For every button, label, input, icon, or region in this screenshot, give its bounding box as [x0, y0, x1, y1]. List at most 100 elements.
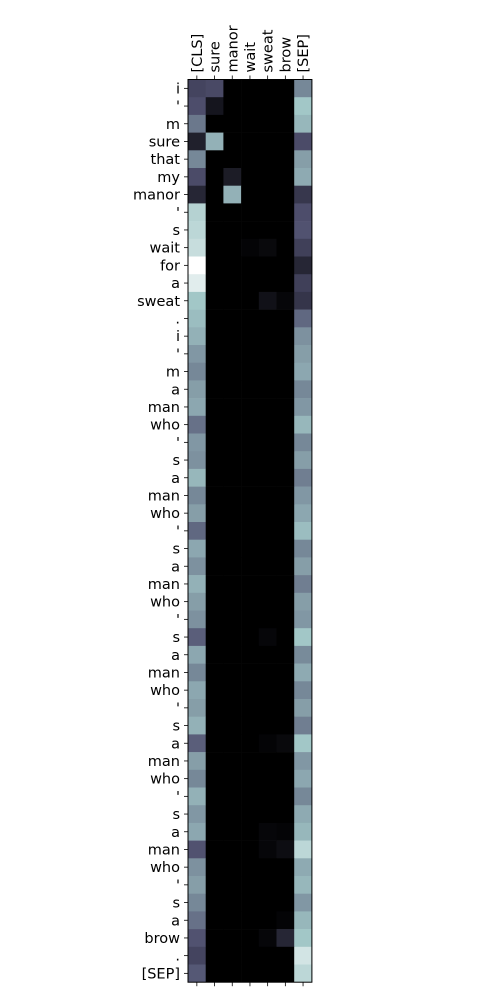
heatmap-cell — [276, 468, 295, 487]
heatmap-cell — [188, 486, 206, 505]
heatmap-cell — [188, 893, 206, 912]
heatmap-cell — [223, 964, 242, 983]
heatmap-cell — [205, 415, 224, 434]
heatmap-cell — [276, 97, 295, 116]
heatmap-cell — [294, 610, 313, 629]
heatmap-cell — [205, 858, 224, 877]
heatmap-cell — [276, 79, 295, 98]
heatmap-cell — [294, 362, 313, 381]
heatmap-cell — [241, 468, 260, 487]
heatmap-cell — [205, 203, 224, 222]
heatmap-cell — [188, 787, 206, 806]
heatmap-cell — [294, 238, 313, 257]
heatmap-cell — [188, 221, 206, 240]
heatmap-cell — [188, 734, 206, 753]
heatmap-cell — [205, 557, 224, 576]
heatmap-cell — [188, 97, 206, 116]
heatmap-cell — [258, 256, 277, 275]
heatmap-cell — [223, 628, 242, 647]
heatmap-cell — [205, 79, 224, 98]
heatmap-cell — [276, 681, 295, 700]
heatmap-cell — [276, 805, 295, 824]
heatmap-cell — [205, 97, 224, 116]
heatmap-cell — [223, 433, 242, 452]
heatmap-cell — [223, 327, 242, 346]
heatmap-cell — [276, 185, 295, 204]
heatmap-cell — [294, 168, 313, 186]
heatmap-cell — [188, 858, 206, 877]
heatmap-cell — [258, 840, 277, 859]
heatmap-cell — [258, 504, 277, 523]
heatmap-cell — [276, 964, 295, 983]
heatmap-cell — [223, 575, 242, 594]
heatmap-cell — [294, 557, 313, 576]
heatmap-cell — [223, 734, 242, 753]
heatmap-cell — [258, 822, 277, 841]
heatmap-cell — [205, 752, 224, 771]
y-tick-label: who — [150, 595, 180, 611]
y-tick-label: ' — [176, 524, 180, 540]
heatmap-cell — [205, 645, 224, 664]
x-tick-label: sweat — [261, 29, 277, 72]
heatmap-cell — [188, 468, 206, 487]
heatmap-cell — [276, 787, 295, 806]
heatmap-cell — [258, 628, 277, 647]
heatmap-cell — [276, 380, 295, 399]
heatmap-cell — [188, 238, 206, 257]
heatmap-cell — [241, 327, 260, 346]
heatmap-cell — [294, 309, 313, 328]
heatmap-cell — [276, 451, 295, 470]
y-tick-label: s — [172, 630, 180, 646]
heatmap-cell — [276, 628, 295, 647]
heatmap-cell — [294, 203, 313, 222]
heatmap-cell — [276, 592, 295, 611]
y-tick-label: who — [150, 860, 180, 876]
heatmap-cell — [258, 345, 277, 363]
heatmap-cell — [223, 539, 242, 558]
heatmap-cell — [205, 468, 224, 487]
y-tick-label: man — [148, 665, 180, 681]
heatmap-cell — [205, 787, 224, 806]
heatmap-cell — [188, 256, 206, 275]
heatmap-cell — [258, 858, 277, 877]
heatmap-cell — [241, 610, 260, 629]
heatmap-cell — [188, 433, 206, 452]
heatmap-cell — [276, 362, 295, 381]
heatmap-cell — [258, 946, 277, 965]
heatmap-cell — [276, 610, 295, 629]
heatmap-cell — [241, 433, 260, 452]
heatmap-cell — [294, 468, 313, 487]
heatmap-cell — [294, 946, 313, 965]
heatmap-cell — [276, 504, 295, 523]
heatmap-cell — [188, 345, 206, 363]
heatmap-cell — [276, 345, 295, 363]
heatmap-cell — [294, 504, 313, 523]
heatmap-cell — [188, 805, 206, 824]
heatmap-cell — [188, 840, 206, 859]
heatmap-cell — [223, 132, 242, 151]
heatmap-cell — [258, 150, 277, 169]
heatmap-cell — [188, 769, 206, 788]
heatmap-cell — [258, 716, 277, 735]
heatmap-cell — [223, 876, 242, 894]
y-tick-label: who — [150, 683, 180, 699]
heatmap-cell — [294, 805, 313, 824]
heatmap-cell — [258, 911, 277, 930]
heatmap-cell — [276, 274, 295, 293]
heatmap-cell — [241, 256, 260, 275]
heatmap-cell — [188, 380, 206, 399]
heatmap-cell — [294, 876, 313, 894]
heatmap-cell — [223, 805, 242, 824]
heatmap-cell — [276, 238, 295, 257]
heatmap-cell — [258, 79, 277, 98]
y-tick-label: ' — [176, 701, 180, 717]
heatmap-cell — [258, 893, 277, 912]
heatmap-cell — [205, 876, 224, 894]
heatmap-cell — [276, 168, 295, 186]
heatmap-cell — [223, 911, 242, 930]
heatmap-cell — [188, 327, 206, 346]
y-tick-label: sweat — [137, 294, 180, 310]
heatmap-cell — [241, 663, 260, 682]
heatmap-cell — [205, 256, 224, 275]
heatmap-cell — [241, 114, 260, 133]
